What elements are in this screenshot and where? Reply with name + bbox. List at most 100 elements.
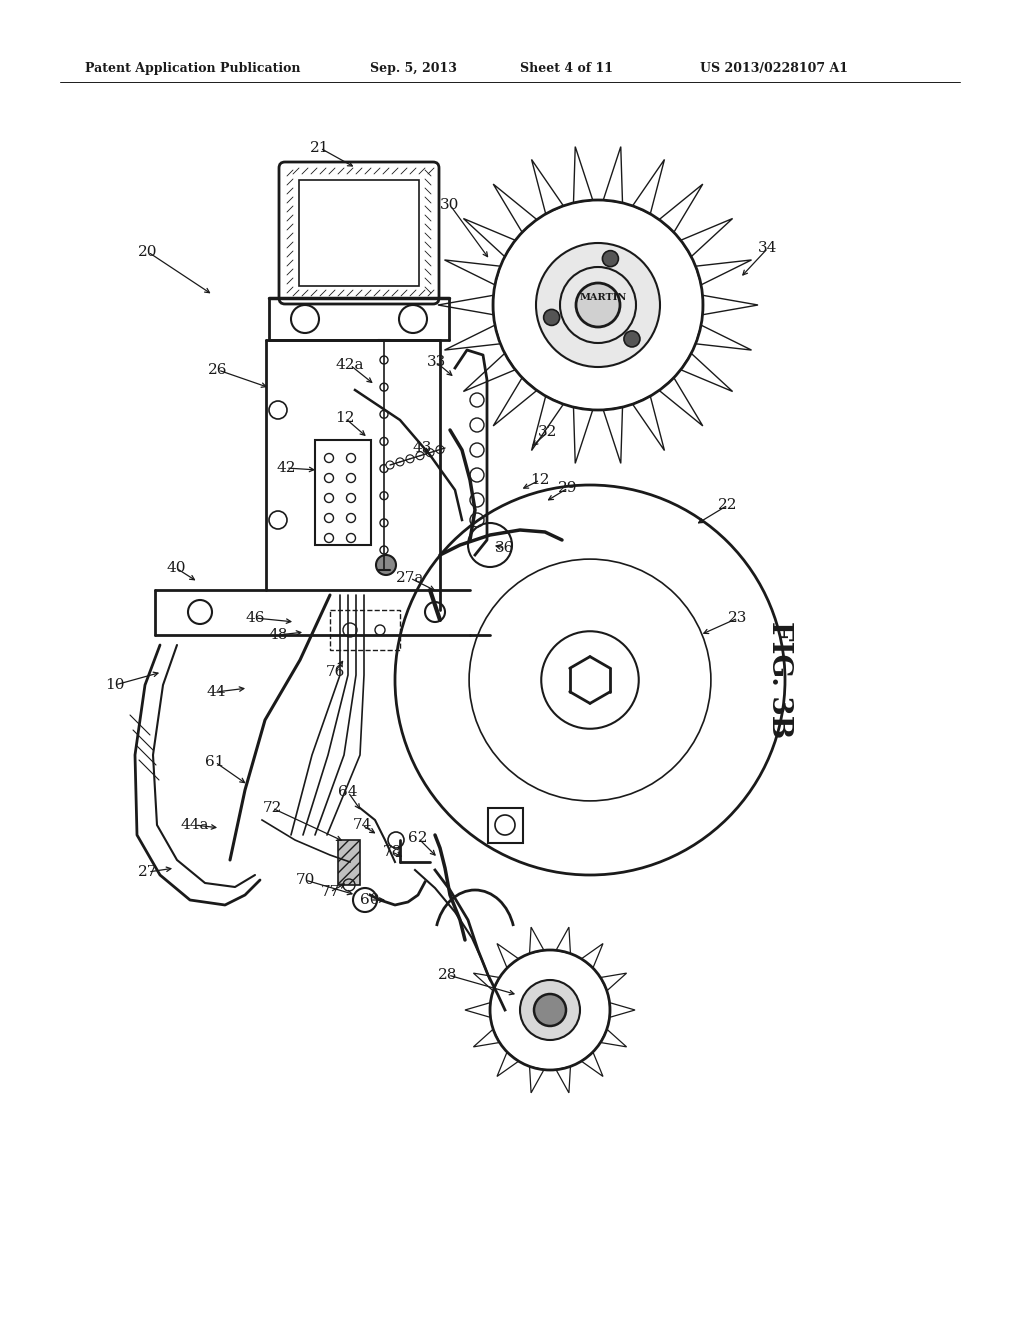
FancyBboxPatch shape	[299, 180, 419, 286]
Text: 60: 60	[360, 894, 380, 907]
Circle shape	[436, 446, 444, 454]
Text: 20: 20	[138, 246, 158, 259]
Polygon shape	[497, 1052, 518, 1076]
Text: MARTIN: MARTIN	[580, 293, 627, 301]
Circle shape	[386, 461, 394, 469]
Polygon shape	[600, 973, 627, 991]
Text: 22: 22	[718, 498, 737, 512]
Text: 76: 76	[326, 665, 345, 678]
Text: Patent Application Publication: Patent Application Publication	[85, 62, 300, 75]
FancyBboxPatch shape	[279, 162, 439, 304]
Text: 27: 27	[138, 865, 158, 879]
Text: 62: 62	[409, 832, 428, 845]
Text: 78: 78	[382, 845, 401, 859]
Polygon shape	[438, 296, 494, 314]
Polygon shape	[582, 1052, 603, 1076]
Text: 12: 12	[335, 411, 354, 425]
Circle shape	[346, 454, 355, 462]
Text: 23: 23	[728, 611, 748, 624]
Polygon shape	[556, 927, 570, 953]
Circle shape	[544, 309, 560, 326]
Polygon shape	[695, 260, 752, 285]
Circle shape	[624, 331, 640, 347]
Text: 43: 43	[413, 441, 432, 455]
Polygon shape	[473, 973, 500, 991]
Polygon shape	[494, 378, 537, 426]
Text: 40: 40	[166, 561, 185, 576]
Circle shape	[602, 251, 618, 267]
Text: 61: 61	[205, 755, 224, 770]
Polygon shape	[531, 396, 563, 450]
Circle shape	[325, 533, 334, 543]
Polygon shape	[603, 407, 623, 463]
Text: 48: 48	[268, 628, 288, 642]
Polygon shape	[582, 944, 603, 968]
Polygon shape	[465, 1003, 490, 1018]
Polygon shape	[464, 219, 515, 256]
Text: 10: 10	[105, 678, 125, 692]
Circle shape	[520, 979, 580, 1040]
Polygon shape	[695, 325, 752, 350]
Text: 26: 26	[208, 363, 227, 378]
Polygon shape	[464, 354, 515, 392]
Circle shape	[346, 474, 355, 483]
Polygon shape	[681, 354, 732, 392]
Polygon shape	[531, 160, 563, 214]
Bar	[338, 840, 360, 884]
Circle shape	[346, 494, 355, 503]
Polygon shape	[556, 1067, 570, 1093]
Text: 27a: 27a	[396, 572, 424, 585]
Polygon shape	[497, 944, 518, 968]
Text: 32: 32	[539, 425, 558, 440]
Circle shape	[396, 458, 404, 466]
Text: 72: 72	[262, 801, 282, 814]
Text: 46: 46	[246, 611, 265, 624]
Polygon shape	[573, 147, 593, 203]
Polygon shape	[444, 260, 501, 285]
Polygon shape	[659, 183, 702, 232]
Polygon shape	[633, 160, 665, 214]
Circle shape	[325, 513, 334, 523]
Text: US 2013/0228107 A1: US 2013/0228107 A1	[700, 62, 848, 75]
Circle shape	[376, 554, 396, 576]
Text: 12: 12	[530, 473, 550, 487]
Text: 21: 21	[310, 141, 330, 154]
Text: 28: 28	[438, 968, 458, 982]
Polygon shape	[609, 1003, 635, 1018]
Text: 70: 70	[295, 873, 314, 887]
Text: Sheet 4 of 11: Sheet 4 of 11	[520, 62, 613, 75]
Text: 42: 42	[276, 461, 296, 475]
Circle shape	[406, 455, 414, 463]
Text: 74: 74	[352, 818, 372, 832]
Text: 77: 77	[321, 884, 340, 899]
Bar	[330, 610, 400, 649]
Text: 29: 29	[558, 480, 578, 495]
Polygon shape	[573, 407, 593, 463]
Polygon shape	[444, 325, 501, 350]
Circle shape	[534, 994, 566, 1026]
Text: 34: 34	[759, 242, 777, 255]
Circle shape	[536, 243, 660, 367]
Circle shape	[325, 454, 334, 462]
Text: FIG. 3B: FIG. 3B	[767, 622, 794, 739]
Circle shape	[325, 494, 334, 503]
Text: 42a: 42a	[336, 358, 365, 372]
Text: 44a: 44a	[181, 818, 209, 832]
Polygon shape	[529, 1067, 544, 1093]
Text: 36: 36	[496, 541, 515, 554]
Polygon shape	[633, 396, 665, 450]
Circle shape	[426, 449, 434, 457]
Polygon shape	[529, 927, 544, 953]
Polygon shape	[659, 378, 702, 426]
Circle shape	[346, 533, 355, 543]
Circle shape	[416, 451, 424, 459]
Bar	[315, 440, 371, 545]
Text: 30: 30	[440, 198, 460, 213]
Polygon shape	[600, 1030, 627, 1047]
Circle shape	[325, 474, 334, 483]
Text: 44: 44	[206, 685, 225, 700]
Polygon shape	[702, 296, 758, 314]
Circle shape	[575, 282, 620, 327]
Text: Sep. 5, 2013: Sep. 5, 2013	[370, 62, 457, 75]
Polygon shape	[494, 183, 537, 232]
